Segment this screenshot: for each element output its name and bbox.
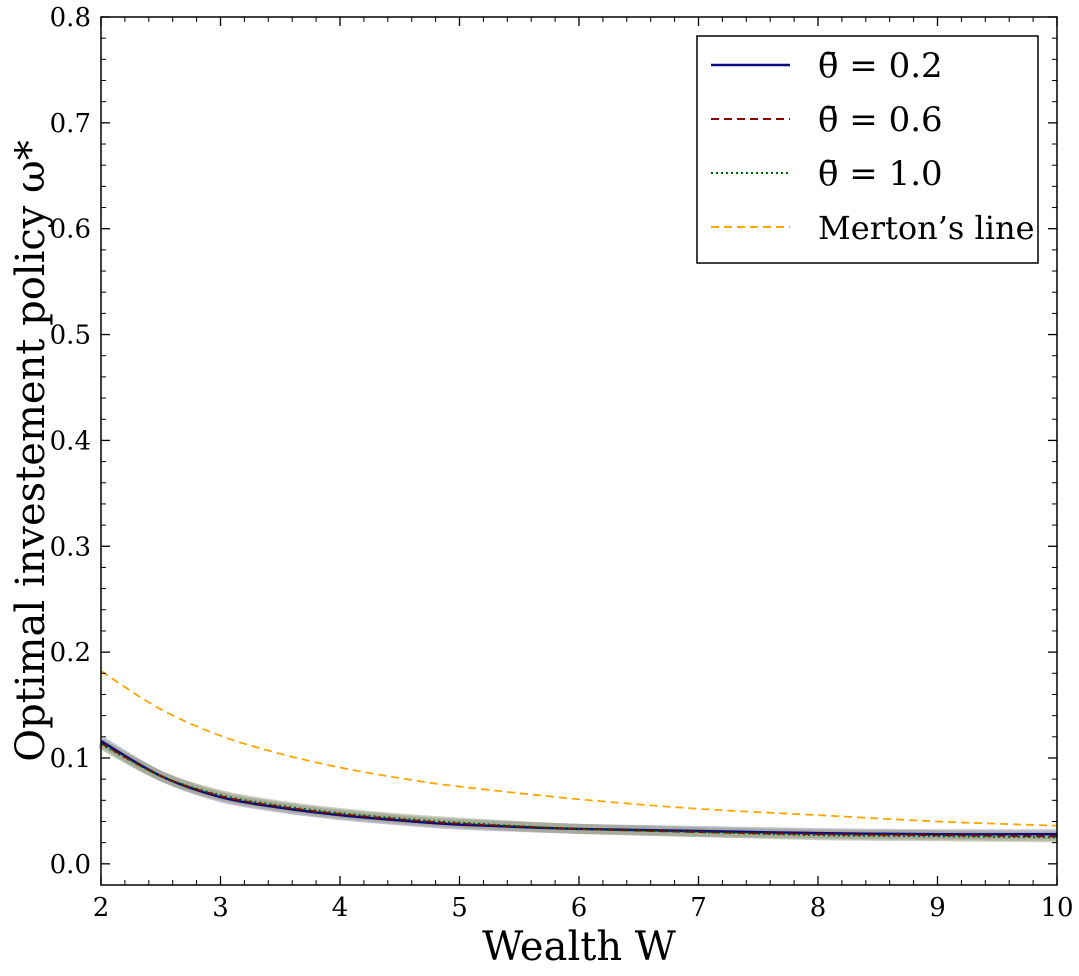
legend-label: Merton’s line: [818, 209, 1035, 247]
y-tick-label: 0.5: [50, 321, 91, 351]
x-tick-label: 4: [332, 893, 349, 923]
series-line-1: [100, 742, 1058, 838]
series-lines: [100, 670, 1058, 839]
x-axis-label: Wealth W: [482, 924, 676, 970]
y-tick-label: 0.1: [50, 744, 91, 774]
y-tick-label: 0.8: [50, 3, 91, 33]
y-tick-label: 0.4: [50, 426, 91, 456]
x-tick-label: 2: [93, 893, 110, 923]
x-tick-label: 8: [810, 893, 827, 923]
legend: θ̄ = 0.2 θ̄ = 0.6 θ̄ = 1.0 Merton’s line: [696, 35, 1039, 264]
legend-label: θ̄ = 0.6: [818, 100, 943, 140]
y-axis-label: Optimal investement policy ω*: [8, 140, 54, 761]
series-line-3: [100, 670, 1058, 827]
legend-items: θ̄ = 0.2 θ̄ = 0.6 θ̄ = 1.0 Merton’s line: [711, 46, 1035, 247]
legend-label: θ̄ = 0.2: [818, 46, 943, 86]
tick-labels: 2 3 4 5 6 7 8 9 10 0.0 0.1 0.2 0.3 0.4 0.5 0.6 0.7 0.8: [50, 3, 1074, 923]
legend-box: [696, 35, 1039, 264]
plot-frame: [100, 16, 1058, 886]
y-tick-label: 0.3: [50, 532, 91, 562]
x-tick-label: 3: [212, 893, 229, 923]
legend-label: θ̄ = 1.0: [818, 154, 943, 194]
x-tick-label: 7: [690, 893, 707, 923]
x-tick-label: 5: [451, 893, 468, 923]
y-tick-label: 0.6: [50, 215, 91, 245]
y-tick-label: 0.0: [50, 850, 91, 880]
x-tick-label: 9: [929, 893, 946, 923]
series-line-2: [100, 743, 1058, 839]
axis-ticks: [100, 16, 1058, 885]
series-line-0: [100, 740, 1058, 836]
x-tick-label: 6: [571, 893, 588, 923]
y-tick-label: 0.2: [50, 638, 91, 668]
x-tick-label: 10: [1040, 893, 1073, 923]
y-tick-label: 0.7: [50, 109, 91, 139]
